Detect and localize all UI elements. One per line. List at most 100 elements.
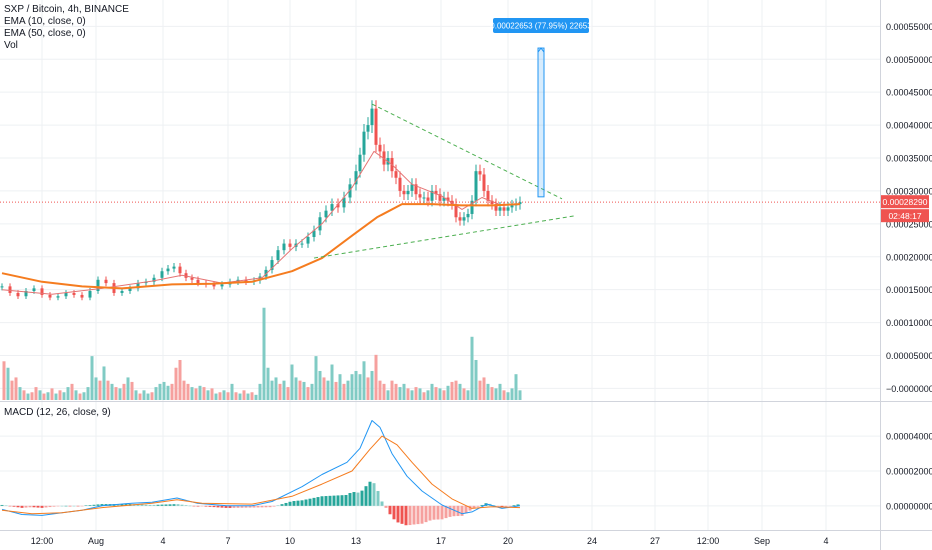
ema50-legend: EMA (50, close, 0) [4,28,86,39]
countdown-label: 02:48:17 [888,211,921,221]
macd-histogram-bar [32,505,36,508]
volume-bar [302,381,306,400]
measure-arrow-icon [537,47,545,53]
macd-tick-label: 0.00002000 [886,466,932,476]
volume-bar [86,387,90,400]
macd-histogram-bar [452,505,456,517]
macd-histogram-bar [384,505,388,508]
volume-bar [466,390,470,400]
macd-histogram-bar [52,505,56,507]
candle-body [24,290,28,297]
macd-histogram-bar [368,481,372,506]
macd-histogram-bar [496,505,500,507]
volume-bar [298,380,302,400]
candle-body [104,279,108,284]
macd-histogram-bar [420,505,424,524]
candle-body [502,207,506,211]
price-tick-label: 0.00050000 [886,55,932,65]
macd-histogram-bar [172,504,176,506]
volume-bar [518,390,522,400]
macd-histogram-bar [120,504,124,506]
volume-bar [486,383,490,400]
candle-body [160,271,164,278]
volume-bar [362,361,366,400]
volume-bar [430,383,434,400]
macd-histogram-bar [116,504,120,506]
candle-body [354,171,358,185]
volume-bar [62,392,66,400]
volume-bar [458,383,462,400]
candle-body [474,171,478,201]
price-tick-label: 0.00015000 [886,285,932,295]
volume-bar [70,383,74,400]
candle-body [16,292,20,297]
volume-bar [462,388,466,400]
candle-body [96,279,100,291]
candle-body [32,288,36,291]
macd-histogram-bar [440,505,444,520]
macd-histogram-bar [404,505,408,526]
volume-bar [22,390,26,400]
macd-histogram-bar [416,505,420,525]
macd-histogram-bar [40,505,44,508]
volume-bar [258,383,262,400]
macd-histogram-bar [280,504,284,506]
macd-legend: MACD (12, 26, close, 9) [4,407,111,419]
macd-histogram-bar [344,494,348,506]
macd-histogram-bar [348,493,352,506]
volume-bar [306,387,310,400]
volume-bar [514,374,518,400]
macd-histogram-bar [268,505,272,508]
volume-bar [34,387,38,400]
candle-body [244,279,248,282]
volume-bar [510,388,514,400]
volume-bar [334,381,338,400]
candle-body [318,217,322,231]
macd-histogram-bar [64,505,68,507]
macd-histogram-bar [436,505,440,520]
volume-bar [358,374,362,400]
candle-body [442,197,446,201]
macd-histogram-bar [208,505,212,507]
macd-histogram-bar [476,505,480,507]
volume-bar [270,380,274,400]
volume-bar [122,383,126,400]
volume-bar [126,377,130,400]
volume-bar [502,390,506,400]
volume-bar [130,381,134,400]
time-tick-label: 13 [351,536,361,546]
volume-layer [2,307,522,400]
macd-histogram-bar [312,497,316,506]
macd-histogram-bar [48,505,52,508]
candle-body [486,190,490,201]
volume-bar [350,374,354,400]
volume-bar [94,377,98,400]
volume-bar [210,388,214,400]
volume-bar [10,380,14,400]
volume-bar [50,388,54,400]
candle-body [366,125,370,132]
ema50-line [1,203,521,290]
volume-bar [386,390,390,400]
volume-bar [446,385,450,400]
macd-histogram-bar [328,495,332,506]
macd-histogram-bar [408,505,412,526]
time-tick-label: 12:00 [31,536,54,546]
price-tick-label: 0.00005000 [886,351,932,361]
volume-bar [154,387,158,400]
time-tick-label: 4 [160,536,165,546]
macd-histogram-bar [4,505,8,507]
volume-bar [134,390,138,400]
macd-histogram-bar [192,505,196,507]
volume-bar [142,390,146,400]
ema10-line [1,150,521,295]
volume-bar [238,393,242,400]
volume-bar [490,387,494,400]
volume-bar [206,390,210,400]
macd-histogram-bar [140,504,144,506]
macd-histogram-bar [264,505,268,508]
candle-body [128,288,132,291]
